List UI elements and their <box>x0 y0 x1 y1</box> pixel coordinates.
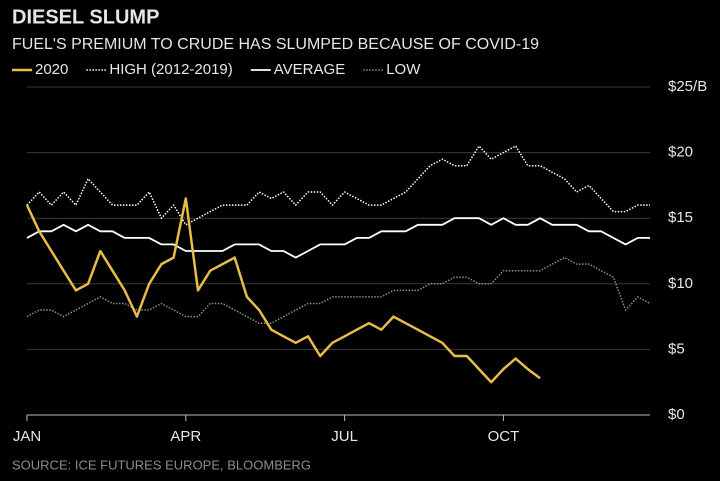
y-tick-label: $25/B <box>668 78 707 95</box>
series-line <box>26 256 651 324</box>
source: SOURCE: ICE FUTURES EUROPE, BLOOMBERG <box>12 457 311 472</box>
y-tick-label: $20 <box>668 144 693 161</box>
y-tick-label: $10 <box>668 275 693 292</box>
series-line <box>26 145 650 226</box>
y-tick-label: $5 <box>668 340 685 357</box>
x-tick-label: JUL <box>331 428 358 445</box>
x-tick-label: APR <box>170 428 201 445</box>
series-line <box>25 197 541 384</box>
series-line <box>26 217 650 259</box>
chart-subtitle: FUEL'S PREMIUM TO CRUDE HAS SLUMPED BECA… <box>12 36 539 53</box>
chart-title: DIESEL SLUMP <box>12 6 159 28</box>
legend-label: AVERAGE <box>274 61 345 78</box>
legend-label: LOW <box>386 61 421 78</box>
x-tick-label: OCT <box>488 428 520 445</box>
y-tick-label: $15 <box>668 209 693 226</box>
x-tick-label: JAN <box>13 428 41 445</box>
y-tick-label: $0 <box>668 406 685 423</box>
legend-label: 2020 <box>35 61 68 78</box>
legend-label: HIGH (2012-2019) <box>109 61 232 78</box>
